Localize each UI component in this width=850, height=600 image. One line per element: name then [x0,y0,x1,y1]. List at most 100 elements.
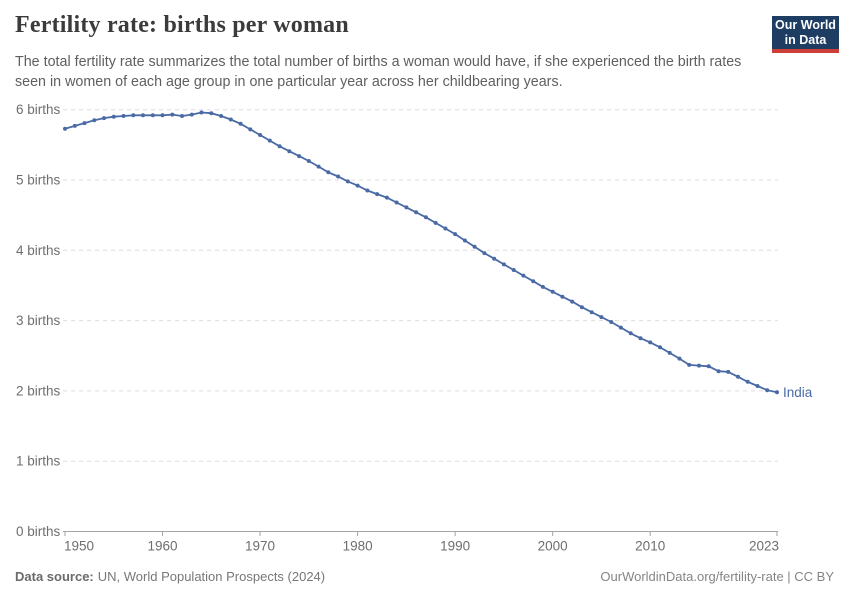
data-point [765,388,770,393]
x-axis-tick-label: 1960 [148,539,178,554]
data-point [160,113,165,118]
data-point [599,315,604,320]
data-point [550,289,555,294]
data-point [258,133,263,137]
y-axis-tick-label: 6 births [16,102,61,117]
data-point [248,127,253,132]
owid-logo-line2: in Data [784,32,827,47]
data-point [618,325,623,330]
data-point [375,192,380,197]
data-point [82,121,87,126]
data-point [482,251,487,256]
data-point [511,268,516,272]
y-axis-tick-label: 0 births [16,524,61,539]
data-point [433,220,438,225]
data-point [628,331,633,336]
owid-logo-line1: Our World [775,18,836,32]
data-point [63,126,67,131]
data-point [189,112,194,117]
data-point [287,149,292,154]
x-axis-tick-label: 1980 [343,539,373,554]
data-point [277,144,282,149]
data-point [297,154,302,159]
data-point [638,336,643,341]
data-point [540,284,545,289]
data-point [72,123,77,128]
data-point [658,345,662,350]
data-point [648,340,653,345]
data-point [501,262,506,267]
y-axis-tick-label: 3 births [16,313,61,328]
data-point [384,195,389,200]
data-point [492,256,497,261]
x-axis-tick-label: 1950 [64,539,94,554]
fertility-line [64,111,778,394]
data-point [336,174,341,179]
license-credit: OurWorldinData.org/fertility-rate | CC B… [600,569,834,584]
data-point [150,113,155,118]
y-axis-tick-label: 1 births [16,454,61,469]
data-point [345,179,350,184]
data-source: Data source: UN, World Population Prospec… [15,569,325,584]
data-source-label: Data source: [15,569,94,584]
data-point [111,114,116,119]
data-point [697,363,701,368]
chart-footer: Data source: UN, World Population Prospec… [15,569,834,584]
data-point [238,121,243,126]
y-axis-tick-label: 5 births [16,173,61,188]
data-point [560,294,565,299]
data-point [228,117,233,122]
data-point [667,350,672,355]
x-axis-tick-label: 2000 [538,539,568,554]
data-point [736,374,740,379]
data-point [326,170,331,175]
data-point [209,111,214,116]
data-point [589,310,594,315]
data-point [404,205,409,210]
data-point [531,279,536,284]
data-point [365,188,370,193]
data-point [199,110,204,115]
data-point [609,320,614,324]
data-point [462,238,467,243]
series-end-label: India [783,385,813,400]
data-point [219,114,224,118]
data-point [355,183,360,188]
data-point [443,226,448,231]
chart-subtitle: The total fertility rate summarizes the … [15,54,742,90]
data-point [677,356,682,361]
data-point [453,232,458,237]
data-point [521,273,526,278]
data-point [121,114,126,118]
data-point [180,114,184,118]
data-point [570,299,575,304]
x-axis-tick-label: 2023 [749,539,779,554]
data-point [726,369,731,374]
data-point [131,113,136,118]
data-point [170,112,175,117]
data-point [579,305,584,310]
data-point [267,138,272,143]
data-point [745,379,750,384]
data-point [306,159,311,163]
data-point [394,200,399,205]
x-axis-tick-label: 2010 [635,539,665,554]
data-point [316,164,321,169]
data-point [141,113,145,118]
owid-logo[interactable]: Our World in Data [772,16,839,53]
x-axis-tick-label: 1970 [245,539,275,554]
data-point [706,364,711,369]
y-axis-tick-label: 4 births [16,243,61,258]
data-point [414,210,419,215]
data-point [716,369,721,374]
data-source-text: UN, World Population Prospects (2024) [97,569,326,584]
x-axis-tick-label: 1990 [440,539,470,554]
data-point [102,116,106,121]
page-title: Fertility rate: births per woman [15,12,349,38]
data-point [92,118,97,123]
data-point [472,244,477,249]
data-point [755,384,760,388]
y-axis-tick-label: 2 births [16,383,61,398]
